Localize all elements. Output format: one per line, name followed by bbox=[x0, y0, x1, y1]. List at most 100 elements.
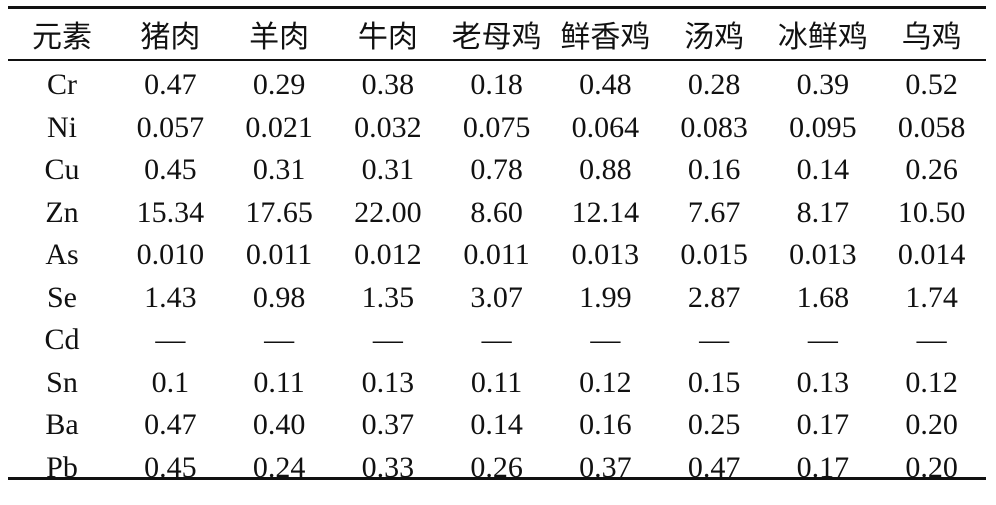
element-symbol-cell: Ba bbox=[45, 408, 79, 442]
value-cell: 0.032 bbox=[354, 110, 422, 144]
value-cell: 17.65 bbox=[245, 195, 313, 229]
value-cell: 0.40 bbox=[252, 408, 306, 442]
table-row: Zn 15.34 17.65 22.00 8.60 12.14 7.67 8.17 10.50 bbox=[8, 192, 986, 235]
element-symbol-cell: Ni bbox=[47, 110, 77, 144]
value-cell: 1.35 bbox=[361, 280, 415, 314]
element-symbol-cell: Cu bbox=[44, 153, 80, 187]
element-symbol-cell: Sn bbox=[46, 365, 78, 399]
value-cell: 0.24 bbox=[252, 450, 306, 484]
element-symbol-cell: Pb bbox=[46, 450, 78, 484]
value-cell: 0.45 bbox=[144, 153, 197, 187]
value-cell: 8.17 bbox=[796, 195, 850, 229]
value-cell: 0.31 bbox=[252, 153, 306, 187]
value-cell: 0.057 bbox=[136, 110, 205, 144]
value-cell: 0.095 bbox=[789, 110, 857, 144]
header-cell-beef: 牛肉 bbox=[333, 9, 443, 61]
table-body: Cr 0.47 0.29 0.38 0.18 0.48 0.28 0.39 0.52 Ni 0.05… bbox=[8, 60, 986, 489]
element-symbol-cell: Zn bbox=[45, 195, 79, 229]
table-row: Pb 0.45 0.24 0.33 0.26 0.37 0.47 0.17 0.20 bbox=[8, 447, 986, 490]
value-cell: 0.021 bbox=[245, 110, 313, 144]
value-cell: — bbox=[264, 323, 295, 357]
value-cell: 3.07 bbox=[470, 280, 523, 314]
value-cell: 0.52 bbox=[905, 68, 958, 102]
value-cell: 0.26 bbox=[470, 450, 523, 484]
table-row: Cr 0.47 0.29 0.38 0.18 0.48 0.28 0.39 0.52 bbox=[8, 60, 986, 107]
element-symbol-cell: As bbox=[45, 238, 79, 272]
table-row: Sn 0.1 0.11 0.13 0.11 0.12 0.15 0.13 0.12 bbox=[8, 362, 986, 405]
value-cell: — bbox=[699, 323, 730, 357]
value-cell: 0.20 bbox=[905, 450, 958, 484]
value-cell: 1.99 bbox=[579, 280, 632, 314]
value-cell: 0.058 bbox=[897, 110, 966, 144]
value-cell: 0.014 bbox=[897, 238, 966, 272]
value-cell: 0.26 bbox=[905, 153, 958, 187]
value-cell: 0.11 bbox=[253, 365, 305, 399]
value-cell: 7.67 bbox=[687, 195, 741, 229]
value-cell: 0.16 bbox=[687, 153, 741, 187]
table-row: As 0.010 0.011 0.012 0.011 0.013 0.015 0.013 0.0… bbox=[8, 234, 986, 277]
value-cell: 0.16 bbox=[579, 408, 632, 442]
value-cell: 15.34 bbox=[136, 195, 205, 229]
value-cell: 0.011 bbox=[245, 238, 313, 272]
table-row: Se 1.43 0.98 1.35 3.07 1.99 2.87 1.68 1.74 bbox=[8, 277, 986, 320]
element-symbol-cell: Cd bbox=[44, 323, 80, 357]
value-cell: 12.14 bbox=[571, 195, 640, 229]
value-cell: 0.11 bbox=[470, 365, 523, 399]
value-cell: 0.20 bbox=[905, 408, 958, 442]
value-cell: 0.37 bbox=[579, 450, 632, 484]
table-row: Ni 0.057 0.021 0.032 0.075 0.064 0.083 0.095 0.0… bbox=[8, 107, 986, 150]
value-cell: 0.17 bbox=[796, 450, 850, 484]
value-cell: 0.45 bbox=[144, 450, 197, 484]
value-cell: 0.14 bbox=[470, 408, 523, 442]
value-cell: 0.13 bbox=[796, 365, 850, 399]
value-cell: 0.37 bbox=[361, 408, 415, 442]
header-cell-chilled-chicken: 冰鲜鸡 bbox=[768, 9, 878, 61]
value-cell: 0.31 bbox=[361, 153, 415, 187]
value-cell: 1.43 bbox=[144, 280, 197, 314]
value-cell: — bbox=[590, 323, 621, 357]
value-cell: 10.50 bbox=[897, 195, 966, 229]
table-row: Cd — — — — — — — — bbox=[8, 319, 986, 362]
element-symbol-cell: Cr bbox=[47, 68, 77, 102]
value-cell: 0.15 bbox=[687, 365, 741, 399]
value-cell: 0.083 bbox=[680, 110, 748, 144]
header-row: 元素 猪肉 羊肉 牛肉 老母鸡 鲜香鸡 汤鸡 冰鲜鸡 乌鸡 bbox=[8, 9, 986, 61]
element-symbol-cell: Se bbox=[47, 280, 77, 314]
value-cell: 0.011 bbox=[463, 238, 530, 272]
header-cell-fresh-chicken: 鲜香鸡 bbox=[551, 9, 660, 61]
value-cell: 0.47 bbox=[687, 450, 741, 484]
value-cell: — bbox=[481, 323, 512, 357]
value-cell: 0.12 bbox=[579, 365, 632, 399]
value-cell: 0.78 bbox=[470, 153, 523, 187]
value-cell: 0.29 bbox=[252, 68, 306, 102]
value-cell: — bbox=[372, 323, 403, 357]
table-row: Ba 0.47 0.40 0.37 0.14 0.16 0.25 0.17 0.20 bbox=[8, 404, 986, 447]
value-cell: 0.075 bbox=[462, 110, 531, 144]
value-cell: 22.00 bbox=[354, 195, 422, 229]
value-cell: 1.74 bbox=[905, 280, 958, 314]
value-cell: 0.28 bbox=[687, 68, 741, 102]
data-table-container: 元素 猪肉 羊肉 牛肉 老母鸡 鲜香鸡 汤鸡 冰鲜鸡 乌鸡 Cr 0.47 0.29… bbox=[8, 6, 986, 484]
value-cell: 0.33 bbox=[361, 450, 415, 484]
value-cell: 0.012 bbox=[354, 238, 422, 272]
value-cell: 0.013 bbox=[789, 238, 857, 272]
value-cell: 0.17 bbox=[796, 408, 850, 442]
table-row: Cu 0.45 0.31 0.31 0.78 0.88 0.16 0.14 0.26 bbox=[8, 149, 986, 192]
header-cell-mutton: 羊肉 bbox=[224, 9, 334, 61]
value-cell: 0.38 bbox=[361, 68, 415, 102]
value-cell: 0.25 bbox=[687, 408, 741, 442]
value-cell: 0.88 bbox=[579, 153, 632, 187]
value-cell: 0.064 bbox=[571, 110, 640, 144]
value-cell: — bbox=[807, 323, 838, 357]
value-cell: 0.48 bbox=[579, 68, 632, 102]
header-cell-element: 元素 bbox=[8, 9, 116, 61]
value-cell: 0.47 bbox=[144, 68, 197, 102]
table-header: 元素 猪肉 羊肉 牛肉 老母鸡 鲜香鸡 汤鸡 冰鲜鸡 乌鸡 bbox=[8, 9, 986, 61]
value-cell: 1.68 bbox=[796, 280, 850, 314]
value-cell: 0.013 bbox=[571, 238, 640, 272]
value-cell: 0.14 bbox=[796, 153, 850, 187]
header-cell-pork: 猪肉 bbox=[116, 9, 225, 61]
value-cell: 0.015 bbox=[680, 238, 748, 272]
value-cell: 0.47 bbox=[144, 408, 197, 442]
value-cell: 0.18 bbox=[470, 68, 523, 102]
